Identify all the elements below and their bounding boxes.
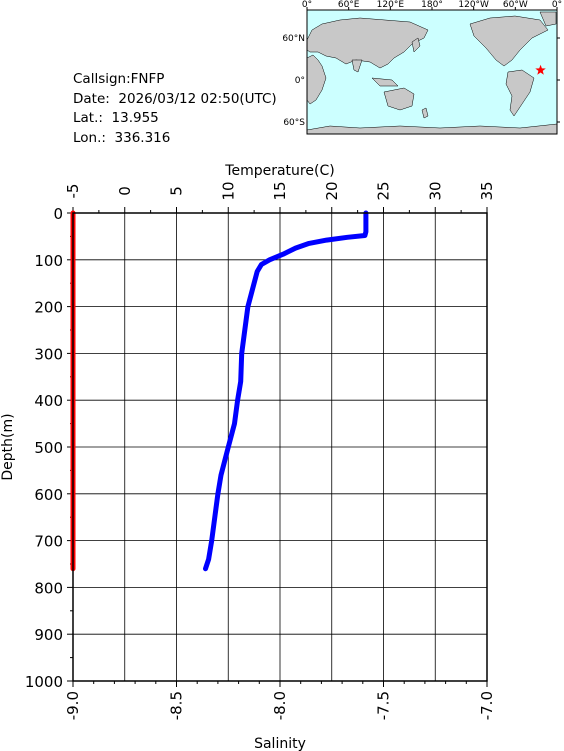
depth-tick-label: 800 [34,579,63,597]
top-tick-label: 15 [271,181,289,200]
top-tick-label: 0 [116,186,134,196]
plot-frame [72,212,488,682]
map-lon-label: 60°E [338,0,360,10]
map-lon-label: 0° [302,0,312,10]
map-land [306,11,558,135]
station-info: Callsign:FNFP Date: 2026/03/12 02:50(UTC… [73,70,277,148]
land-north-america [469,15,549,67]
land-greenland [539,11,557,27]
left-axis-label: Depth(m) [0,413,16,480]
top-tick-label: 5 [168,186,186,196]
tick-labels: -5 0 5 10 15 20 25 30 35010020030040050060070080… [25,181,496,720]
bottom-axis-label: Salinity [254,736,306,751]
map-lon-label: 60°W [503,0,528,10]
temperature-profile-line [203,210,369,572]
top-tick-label: 35 [478,181,496,200]
station-marker [535,64,546,75]
map-ticks: 0° 60°E 120°E 180° 120°W 60°W 0° 60°N 0° 60°S [282,0,562,128]
depth-tick-label: 200 [34,299,63,317]
land-australia [383,87,415,111]
map-lat-label: 60°S [283,118,305,128]
depth-tick-label: 900 [34,626,63,644]
depth-tick-label: 0 [53,205,63,223]
land-new-zealand [421,107,429,119]
bottom-tick-label: -8.5 [168,691,186,720]
bottom-tick-label: -7.0 [478,691,496,720]
lon-text: Lon.: 336.316 [73,129,171,146]
bottom-tick-label: -9.0 [64,691,82,720]
callsign-text: Callsign:FNFP [73,71,165,87]
land-japan [411,37,421,53]
depth-tick-label: 1000 [25,673,63,691]
top-axis-label: Temperature(C) [224,163,334,179]
map-lon-label: 180° [421,0,443,10]
land-india [351,59,363,73]
bottom-tick-label: -7.5 [375,691,393,720]
profile-chart: -5 0 5 10 15 20 25 30 35010020030040050060070080… [0,163,496,751]
top-tick-label: -5 [64,184,82,199]
world-map: 0° 60°E 120°E 180° 120°W 60°W 0° 60°N 0° 60°S [282,0,562,135]
top-tick-label: 10 [219,181,237,200]
depth-tick-label: 400 [34,392,63,410]
top-tick-label: 30 [426,181,444,200]
date-text: Date: 2026/03/12 02:50(UTC) [73,90,277,107]
map-lon-label: 120°W [458,0,489,10]
depth-tick-label: 600 [34,486,63,504]
bottom-tick-label: -8.0 [271,691,289,720]
depth-tick-label: 100 [34,252,63,270]
map-lat-label: 60°N [282,34,305,44]
lat-text: Lat.: 13.955 [73,110,159,126]
depth-tick-label: 700 [34,533,63,551]
land-indonesia [371,77,399,87]
top-tick-label: 25 [375,181,393,200]
land-south-america [505,69,535,117]
land-africa [306,54,327,105]
depth-tick-label: 300 [34,345,63,363]
land-eurasia [306,17,429,69]
top-tick-label: 20 [323,181,341,200]
map-lat-label: 0° [295,76,305,86]
depth-tick-label: 500 [34,439,63,457]
map-lon-label: 0° [552,0,562,10]
map-lon-label: 120°E [377,0,405,10]
